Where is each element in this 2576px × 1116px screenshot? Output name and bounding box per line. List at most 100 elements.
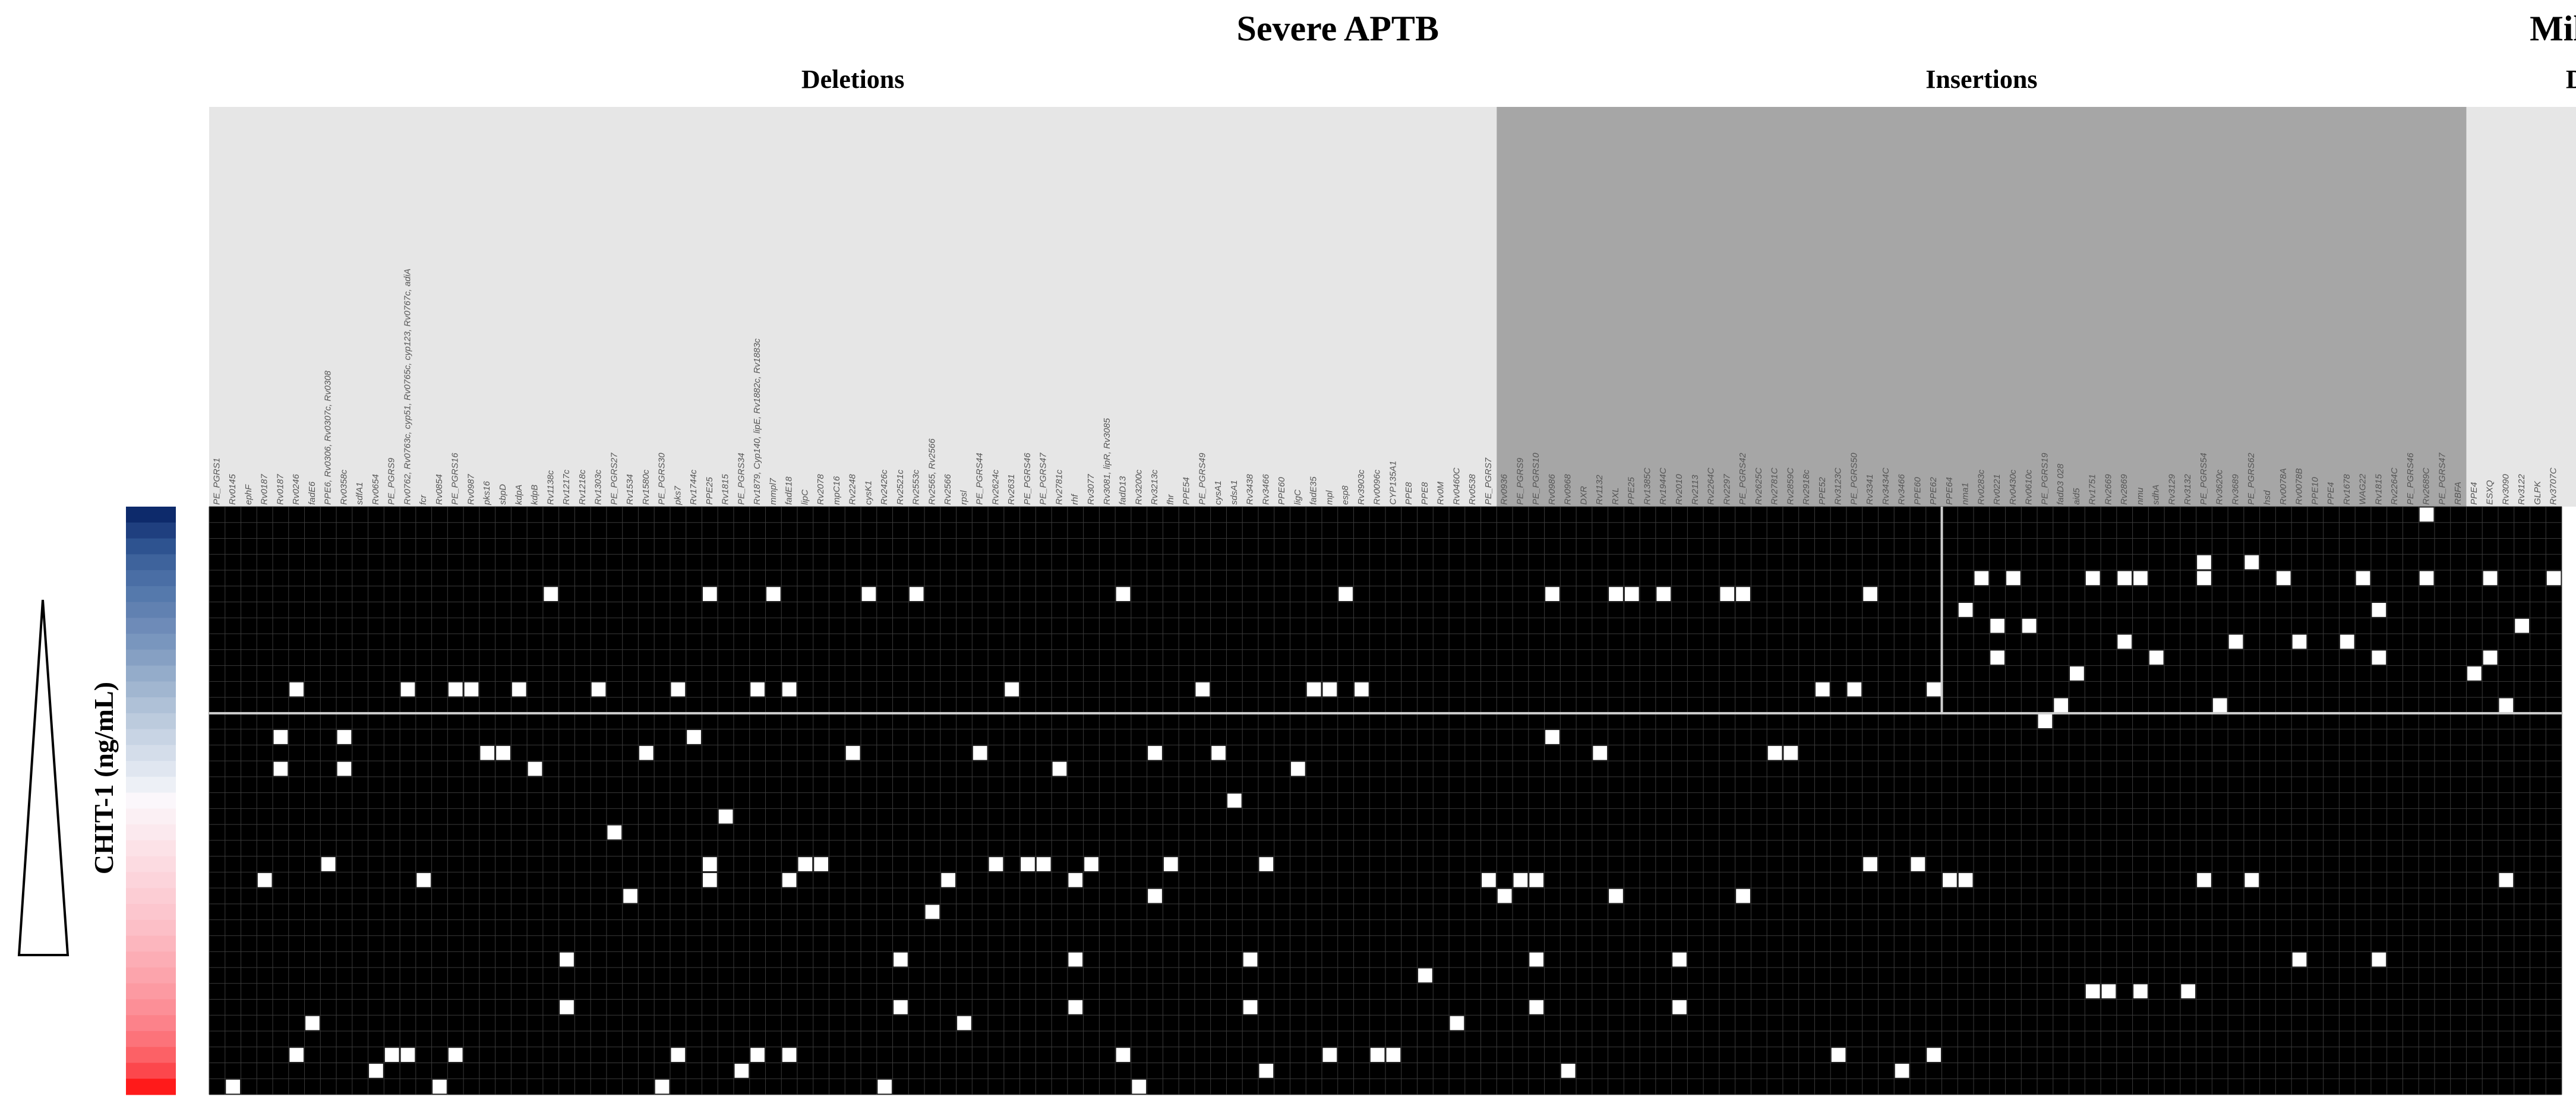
gene-label: Rv3341	[1865, 474, 1875, 505]
gene-label: Rv3200c	[1134, 469, 1144, 505]
gene-label: Rv1580c	[641, 469, 651, 505]
y-axis: CHIT-1 (ng/mL)	[17, 599, 119, 956]
present-cell	[1306, 682, 1321, 697]
present-cell	[289, 1048, 304, 1062]
header-layer: Deletions Insertions Deletions Severe APTB M…	[801, 9, 2576, 94]
gene-label: aid5	[2072, 488, 2082, 505]
present-cell	[2499, 698, 2514, 713]
present-cell	[1656, 587, 1671, 602]
gene-label: hsd	[2262, 490, 2272, 505]
present-cell	[1561, 1063, 1576, 1078]
present-cell	[1783, 745, 1798, 760]
present-cell	[702, 857, 717, 871]
present-cell	[973, 745, 987, 760]
present-cell	[1259, 857, 1274, 871]
colorbar-swatch	[126, 681, 176, 698]
colorbar-swatch	[126, 872, 176, 889]
section-title-3: Deletions	[2566, 65, 2576, 94]
gene-label: PE_PGRS1	[211, 458, 222, 505]
colorbar-swatch	[126, 840, 176, 857]
present-cell	[957, 1016, 971, 1030]
present-cell	[1290, 761, 1305, 776]
gene-label: Rv3466	[1897, 474, 1907, 505]
present-cell	[782, 682, 797, 697]
present-cell	[1021, 857, 1035, 871]
gene-label: Rv0854	[434, 474, 444, 505]
gene-label: Rv2781C	[1770, 467, 1780, 505]
gene-label: PE_PGRS49	[1197, 453, 1207, 505]
gene-label: mmpl7	[768, 478, 778, 505]
present-cell	[814, 857, 829, 871]
gene-label: fadD3 028	[2056, 463, 2066, 505]
present-cell	[1974, 571, 1989, 586]
present-cell	[623, 889, 637, 903]
gene-label: Rv0145	[228, 474, 238, 505]
present-cell	[607, 825, 622, 840]
present-cell	[766, 587, 781, 602]
present-cell	[1927, 1048, 1941, 1062]
gene-label: Rv2624c	[990, 469, 1000, 505]
present-cell	[369, 1063, 383, 1078]
gene-label: sbpD	[498, 484, 508, 505]
present-cell	[1593, 745, 1608, 760]
gene-label: Rv1744c	[689, 469, 699, 505]
section-backgrounds	[209, 107, 2576, 507]
gene-label: Rv2781c	[1054, 469, 1064, 505]
gene-label: fcr	[418, 494, 428, 505]
gene-label: ligC	[1293, 489, 1303, 505]
gene-label: Rv1303c	[594, 469, 604, 505]
present-cell	[1243, 1000, 1258, 1014]
gene-label: Rv0762, Rv0763c, cyp51, Rv0765c, cyp123,…	[402, 268, 412, 505]
present-cell	[1911, 857, 1925, 871]
gene-label: Rv0610c	[2024, 469, 2034, 505]
present-cell	[718, 809, 733, 824]
gene-label: Rv1944C	[1658, 467, 1668, 505]
gene-label: Rv3090	[2501, 474, 2511, 505]
gene-label: Rv0283c	[1976, 469, 1986, 505]
present-cell	[1163, 857, 1178, 871]
present-cell	[1005, 682, 1019, 697]
gradient-triangle-icon	[17, 599, 70, 956]
present-cell	[2006, 571, 2021, 586]
present-cell	[2133, 571, 2148, 586]
gene-label: Rv0187	[260, 474, 270, 505]
gene-label: Rv3213c	[1150, 469, 1160, 505]
present-cell	[337, 730, 352, 744]
gene-label: Rv2264C	[1706, 467, 1716, 505]
present-cell	[2356, 571, 2370, 586]
gene-label: Rv0078A	[2278, 468, 2288, 505]
present-cell	[1116, 1048, 1131, 1062]
present-cell	[2292, 952, 2307, 967]
present-cell	[1624, 587, 1639, 602]
gene-label: Rv3132	[2183, 474, 2193, 505]
present-cell	[1338, 587, 1353, 602]
gene-label: Rv2113	[1690, 475, 1700, 505]
gene-label: cysA1	[1213, 480, 1223, 505]
present-cell	[1450, 1016, 1464, 1030]
gene-label: Rv0M	[1436, 481, 1446, 505]
present-cell	[798, 857, 813, 871]
gene-label: PE_PGRS34	[736, 453, 746, 505]
present-cell	[1513, 872, 1528, 887]
gene-label: Rv3122	[2517, 474, 2527, 505]
gene-label: Rv3081, lipR, Rv3085	[1102, 418, 1112, 505]
colorbar-swatch	[126, 507, 176, 523]
present-cell	[1132, 1079, 1147, 1094]
gene-label: pks7	[673, 486, 683, 505]
present-cell	[1831, 1048, 1846, 1062]
colorbar-swatch	[126, 1063, 176, 1079]
matrix-grid	[209, 506, 2562, 1095]
present-cell	[1529, 872, 1544, 887]
present-cell	[1370, 1048, 1385, 1062]
gene-label: Rv3077	[1086, 474, 1096, 505]
present-cell	[528, 761, 542, 776]
gene-label: Rv3129	[2167, 474, 2177, 505]
gene-label: kdpA	[514, 485, 524, 505]
gene-label: PPE25	[1627, 477, 1637, 505]
gene-label: RBFA	[2453, 482, 2463, 505]
present-cell	[226, 1079, 241, 1094]
present-cell	[273, 761, 288, 776]
gene-label: PE_PGRS10	[1531, 453, 1541, 505]
colorbar-swatch	[126, 522, 176, 539]
present-cell	[2197, 571, 2211, 586]
